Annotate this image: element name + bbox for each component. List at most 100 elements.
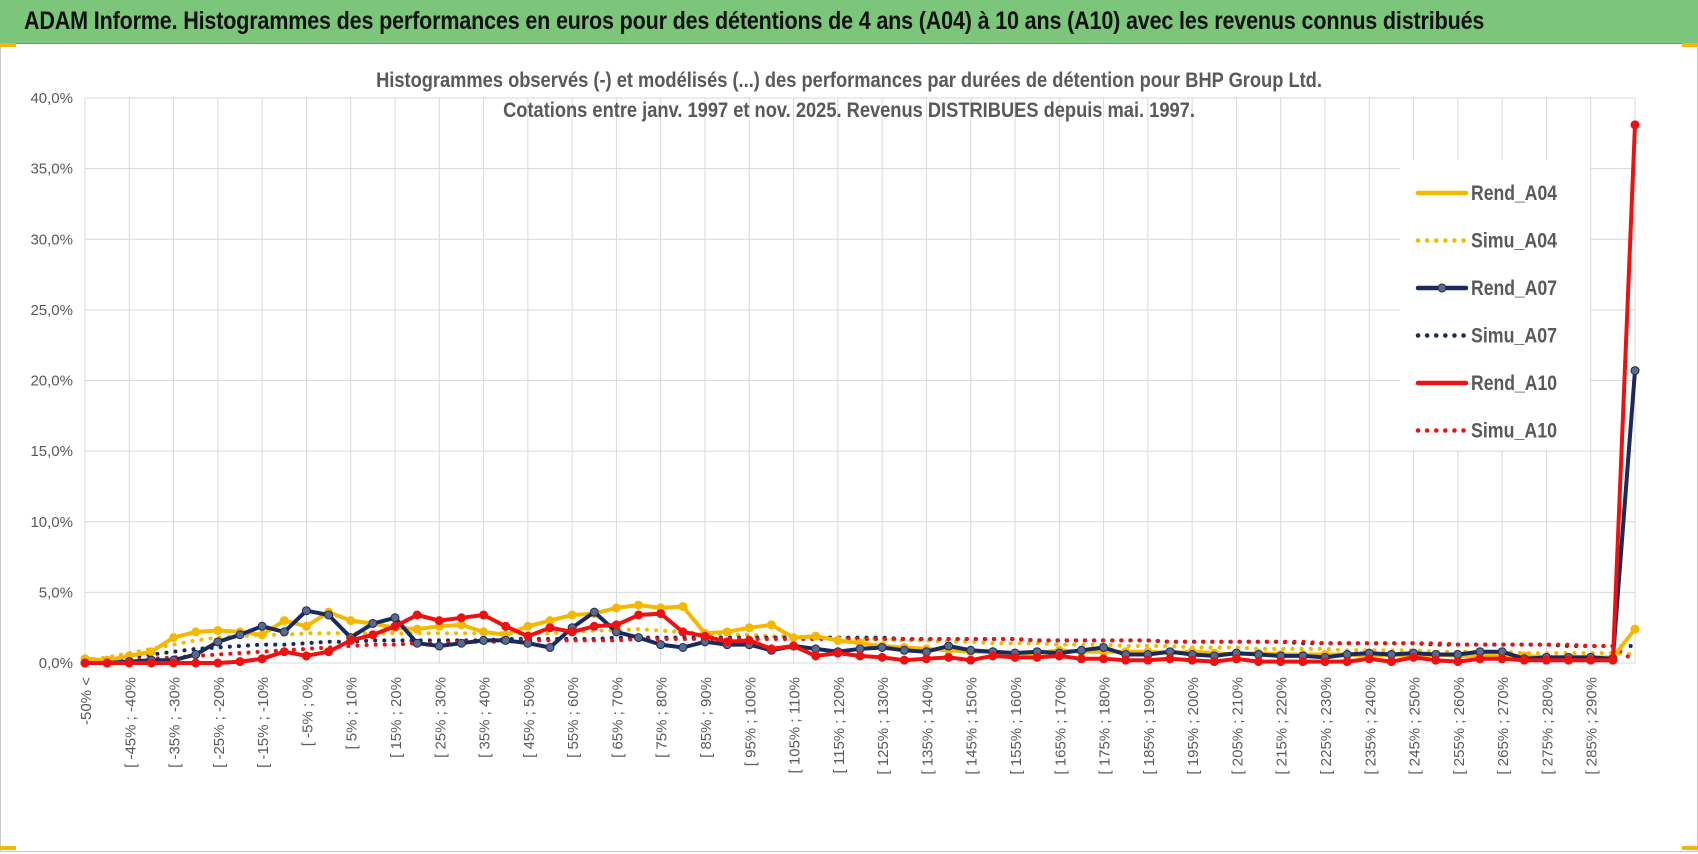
y-tick-label: 40,0% bbox=[30, 90, 73, 107]
chart-title-line-2: Cotations entre janv. 1997 et nov. 2025.… bbox=[503, 99, 1195, 122]
data-point-rend-a10 bbox=[1608, 655, 1618, 665]
data-point-rend-a10 bbox=[1497, 654, 1507, 664]
x-tick-label: [ 25% ; 30% bbox=[432, 677, 449, 758]
data-point-rend-a10 bbox=[1276, 657, 1286, 667]
x-tick-label: [ 265% ; 270% bbox=[1495, 677, 1512, 775]
data-point-rend-a10 bbox=[1541, 655, 1551, 665]
data-point-rend-a07 bbox=[634, 633, 644, 643]
data-point-rend-a10 bbox=[235, 657, 245, 667]
data-point-rend-a10 bbox=[944, 652, 954, 662]
data-point-rend-a07 bbox=[368, 618, 378, 628]
data-point-rend-a10 bbox=[523, 631, 533, 641]
data-point-rend-a07 bbox=[899, 645, 909, 655]
data-point-rend-a10 bbox=[988, 651, 998, 661]
data-point-rend-a07 bbox=[966, 645, 976, 655]
data-point-rend-a10 bbox=[1076, 654, 1086, 664]
data-point-rend-a07 bbox=[390, 613, 400, 623]
data-point-rend-a10 bbox=[1187, 655, 1197, 665]
data-point-rend-a04 bbox=[811, 631, 821, 641]
y-axis: 0,0% 5,0% 10,0% 15,0% 20,0% 25,0% 30,0% 35,0% 40… bbox=[30, 90, 73, 672]
data-point-rend-a10 bbox=[1320, 657, 1330, 667]
data-point-rend-a10 bbox=[899, 655, 909, 665]
data-point-rend-a04 bbox=[722, 627, 732, 637]
data-point-rend-a07 bbox=[1099, 642, 1109, 652]
data-point-rend-a10 bbox=[412, 610, 422, 620]
x-tick-label: [ 125% ; 130% bbox=[875, 677, 892, 775]
data-point-rend-a10 bbox=[213, 658, 223, 668]
data-point-rend-a04 bbox=[766, 620, 776, 630]
data-point-rend-a10 bbox=[346, 635, 356, 645]
data-point-rend-a10 bbox=[833, 648, 843, 658]
data-point-rend-a10 bbox=[1254, 657, 1264, 667]
data-point-rend-a04 bbox=[257, 630, 267, 640]
y-tick-label: 0,0% bbox=[39, 655, 73, 672]
frame-corner-mark bbox=[0, 846, 16, 850]
data-point-rend-a04 bbox=[191, 627, 201, 637]
data-point-rend-a10 bbox=[1342, 657, 1352, 667]
chart-grid bbox=[84, 97, 1636, 664]
x-tick-label: [ 145% ; 150% bbox=[964, 677, 981, 775]
x-tick-label: [ -5% ; 0% bbox=[299, 677, 316, 746]
x-tick-label: [ 255% ; 260% bbox=[1451, 677, 1468, 775]
x-tick-label: [ -45% ; -40% bbox=[122, 677, 139, 768]
data-point-rend-a07 bbox=[545, 642, 555, 652]
y-tick-label: 10,0% bbox=[30, 514, 73, 531]
x-tick-label: [ 195% ; 200% bbox=[1185, 677, 1202, 775]
data-point-rend-a07 bbox=[279, 627, 289, 637]
data-point-rend-a10 bbox=[1231, 654, 1241, 664]
report-header: ADAM Informe. Histogrammes des performan… bbox=[0, 0, 1698, 44]
y-tick-label: 5,0% bbox=[39, 584, 73, 601]
data-point-rend-a04 bbox=[789, 633, 799, 643]
data-point-rend-a04 bbox=[1630, 624, 1640, 634]
data-point-rend-a10 bbox=[1586, 655, 1596, 665]
y-tick-label: 15,0% bbox=[30, 443, 73, 460]
data-point-rend-a07 bbox=[434, 641, 444, 651]
x-tick-label: [ 175% ; 180% bbox=[1097, 677, 1114, 775]
data-point-rend-a10 bbox=[1209, 657, 1219, 667]
data-point-rend-a04 bbox=[744, 623, 754, 633]
legend-label-rend-a04: Rend_A04 bbox=[1471, 182, 1557, 205]
data-point-rend-a10 bbox=[1010, 652, 1020, 662]
data-point-rend-a10 bbox=[1099, 654, 1109, 664]
legend-label-simu-a07: Simu_A07 bbox=[1471, 325, 1557, 348]
data-point-rend-a10 bbox=[1409, 652, 1419, 662]
x-tick-label: [ 215% ; 220% bbox=[1274, 677, 1291, 775]
data-point-rend-a07 bbox=[678, 642, 688, 652]
x-tick-label: [ 15% ; 20% bbox=[388, 677, 405, 758]
report-title: ADAM Informe. Histogrammes des performan… bbox=[24, 7, 1485, 35]
x-tick-label: [ 65% ; 70% bbox=[609, 677, 626, 758]
data-point-rend-a04 bbox=[169, 633, 179, 643]
x-tick-label: [ 5% ; 10% bbox=[344, 677, 361, 750]
data-point-rend-a10 bbox=[877, 652, 887, 662]
data-point-rend-a10 bbox=[1453, 657, 1463, 667]
data-point-rend-a10 bbox=[545, 623, 555, 633]
x-tick-label: [ 135% ; 140% bbox=[919, 677, 936, 775]
data-point-rend-a10 bbox=[1431, 655, 1441, 665]
data-point-rend-a10 bbox=[279, 647, 289, 657]
legend-label-simu-a10: Simu_A10 bbox=[1471, 420, 1557, 443]
x-tick-label: [ 275% ; 280% bbox=[1539, 677, 1556, 775]
data-point-rend-a10 bbox=[634, 610, 644, 620]
legend-label-rend-a07: Rend_A07 bbox=[1471, 277, 1557, 300]
y-tick-label: 35,0% bbox=[30, 161, 73, 178]
chart-title: Histogrammes observés (-) et modélisés (… bbox=[0, 66, 1698, 126]
data-point-rend-a04 bbox=[346, 616, 356, 626]
data-point-rend-a04 bbox=[412, 624, 422, 634]
data-point-rend-a07 bbox=[191, 650, 201, 660]
data-point-rend-a04 bbox=[479, 627, 489, 637]
data-point-rend-a07 bbox=[301, 606, 311, 616]
frame-corner-mark bbox=[1682, 43, 1698, 47]
data-point-rend-a10 bbox=[169, 658, 179, 668]
data-point-rend-a10 bbox=[257, 654, 267, 664]
data-point-rend-a10 bbox=[1475, 654, 1485, 664]
data-point-rend-a10 bbox=[1032, 652, 1042, 662]
data-point-rend-a07 bbox=[589, 607, 599, 617]
data-point-rend-a10 bbox=[589, 621, 599, 631]
data-point-rend-a04 bbox=[611, 603, 621, 613]
data-point-rend-a10 bbox=[1054, 651, 1064, 661]
data-point-rend-a10 bbox=[722, 637, 732, 647]
x-tick-label: [ 115% ; 120% bbox=[831, 677, 848, 773]
data-point-rend-a07 bbox=[501, 635, 511, 645]
data-point-rend-a10 bbox=[1386, 657, 1396, 667]
